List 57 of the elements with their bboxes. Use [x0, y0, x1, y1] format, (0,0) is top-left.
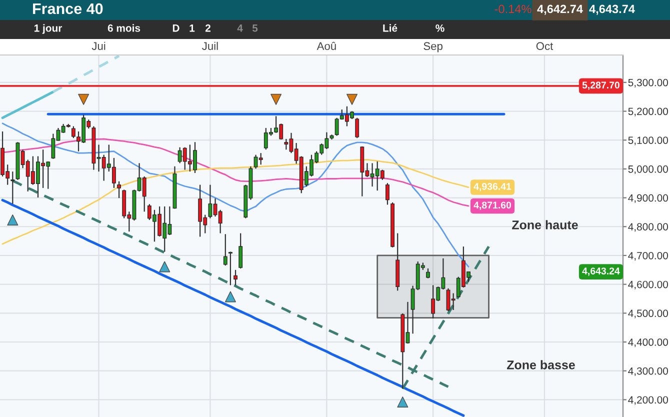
text: 4,643.24	[582, 268, 620, 276]
candlestick	[223, 234, 228, 266]
text: D	[172, 24, 180, 32]
line-series	[1, 198, 465, 417]
y-tick-label: 4,400.00	[628, 338, 668, 348]
y-tick-label: 4,500.00	[628, 310, 668, 318]
candlestick	[426, 268, 430, 279]
x-tick-label: Juil	[202, 42, 218, 50]
point	[78, 94, 90, 105]
text: 4,642.74	[537, 4, 583, 15]
annotation: Zone haute	[512, 220, 578, 230]
candlestick	[71, 126, 76, 139]
y-tick-label: 4,900.00	[628, 194, 668, 203]
x-tick-label: Sep	[424, 42, 442, 52]
text: 6 mois	[108, 24, 140, 32]
text: 1 jour	[34, 24, 62, 34]
point	[159, 261, 170, 272]
y-tick-label: 5,100.00	[628, 136, 668, 146]
text: 5	[252, 24, 258, 32]
candlestick	[238, 232, 243, 270]
x-tick-label: Jui	[92, 42, 106, 50]
x-tick-label: Oct	[536, 42, 554, 50]
x-tick-label: Aoû	[316, 42, 336, 50]
data-label: 4,936.41	[474, 183, 512, 192]
y-tick-label: 4,200.00	[628, 396, 668, 405]
y-tick-label: 4,700.00	[628, 252, 668, 261]
text: %	[436, 24, 444, 32]
text: 1	[190, 24, 195, 32]
ref-line-label: 5,287.70	[582, 82, 620, 90]
text: -0.14%	[494, 4, 532, 14]
point	[346, 94, 358, 105]
line-series	[2, 122, 470, 268]
candlestick	[234, 269, 238, 286]
y-tick-label: 5,200.00	[628, 108, 668, 116]
y-tick-label: 4,300.00	[628, 367, 668, 376]
candlestick	[10, 170, 15, 204]
point	[270, 94, 282, 105]
line-series	[1, 90, 54, 120]
text: 4,643.74	[589, 4, 635, 15]
line-series	[52, 55, 120, 94]
text: 4	[237, 24, 243, 32]
annotation: Zone basse	[506, 360, 575, 370]
candlestick	[117, 180, 121, 199]
y-tick-label: 5,000.00	[628, 165, 668, 174]
y-tick-label: 4,600.00	[628, 280, 668, 290]
candlestick	[355, 117, 360, 139]
candlestick	[386, 182, 390, 206]
y-tick-label: 4,800.00	[628, 223, 668, 232]
point	[397, 396, 408, 408]
data-label: 4,871.60	[474, 202, 512, 210]
text: 2	[205, 24, 210, 32]
point	[224, 291, 236, 302]
chart-title: France 40	[33, 3, 103, 14]
y-tick-label: 5,300.00	[628, 78, 668, 88]
text: Lié	[383, 24, 398, 32]
candlestick	[228, 251, 232, 286]
point	[7, 214, 18, 226]
